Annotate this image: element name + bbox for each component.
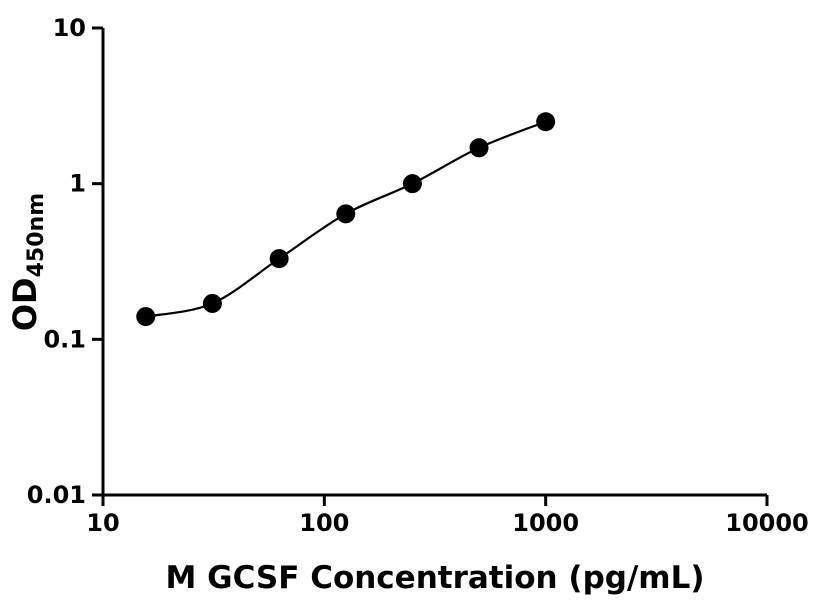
x-axis-tick-label: 10000 xyxy=(725,509,809,537)
y-axis-tick-label: 0.1 xyxy=(43,325,86,353)
data-point-marker xyxy=(469,138,489,158)
data-point-marker xyxy=(336,204,356,224)
data-point-marker xyxy=(536,112,556,132)
y-axis-label-subscript: 450nm xyxy=(24,193,49,278)
axes-layer xyxy=(101,28,767,497)
data-point-marker xyxy=(402,174,422,194)
y-axis-label-main: OD xyxy=(6,277,44,331)
data-point-marker xyxy=(202,293,222,313)
x-axis-tick-label: 100 xyxy=(299,509,349,537)
x-axis-tick-label: 10 xyxy=(86,509,119,537)
y-axis-label: OD450nm xyxy=(6,193,49,331)
data-point-marker xyxy=(136,307,156,327)
x-axis-tick-label: 1000 xyxy=(512,509,579,537)
y-axis-tick-label: 1 xyxy=(69,170,86,198)
data-point-marker xyxy=(269,249,289,269)
ticks-layer: 10 100 1000 10000 0.01 0.1 1 10 xyxy=(27,14,809,537)
axis-spines xyxy=(101,28,767,497)
series-layer xyxy=(136,112,556,327)
y-axis-tick-label: 10 xyxy=(53,14,86,42)
y-axis-tick-label: 0.01 xyxy=(27,481,86,509)
x-axis-label: M GCSF Concentration (pg/mL) xyxy=(165,560,704,596)
